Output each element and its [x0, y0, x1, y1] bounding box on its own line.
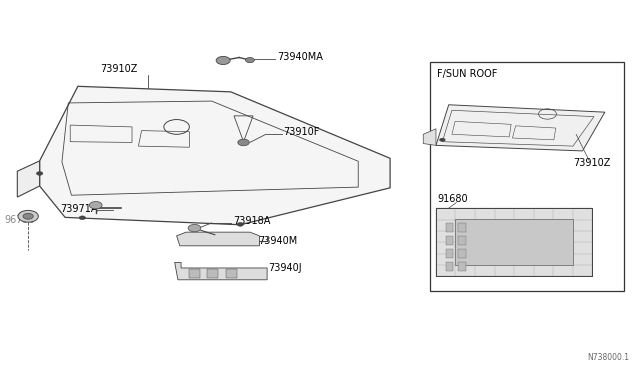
Circle shape — [36, 171, 43, 175]
Bar — [189, 269, 200, 278]
Text: 73940MA: 73940MA — [277, 52, 323, 62]
Text: F/SUN ROOF: F/SUN ROOF — [437, 69, 498, 79]
Bar — [436, 208, 592, 276]
Bar — [445, 249, 453, 258]
Bar — [429, 62, 624, 291]
Bar — [458, 236, 466, 245]
Bar — [458, 223, 466, 232]
Circle shape — [90, 202, 102, 209]
Bar — [458, 249, 466, 258]
Circle shape — [188, 224, 201, 232]
Text: 73918A: 73918A — [233, 216, 270, 226]
Circle shape — [79, 216, 86, 219]
Text: N738000.1: N738000.1 — [587, 353, 629, 362]
Bar — [445, 262, 453, 271]
Text: 73971A: 73971A — [60, 204, 97, 214]
Circle shape — [23, 213, 33, 219]
Polygon shape — [423, 129, 436, 145]
Text: 73910F: 73910F — [284, 128, 320, 137]
Bar — [445, 236, 453, 245]
Bar — [226, 269, 237, 278]
Bar — [445, 223, 453, 232]
Text: 73910Z: 73910Z — [100, 64, 138, 74]
Circle shape — [216, 57, 230, 64]
Text: 96750: 96750 — [4, 215, 35, 225]
Circle shape — [439, 138, 445, 142]
Text: 73910Z: 73910Z — [573, 158, 611, 168]
Text: 73940J: 73940J — [268, 263, 301, 273]
Bar — [207, 269, 218, 278]
Bar — [455, 219, 573, 265]
Text: 73940M: 73940M — [258, 236, 298, 246]
Text: 91680: 91680 — [437, 193, 468, 203]
Bar — [436, 208, 592, 276]
Bar — [458, 262, 466, 271]
Circle shape — [18, 211, 38, 222]
Circle shape — [237, 222, 244, 226]
Circle shape — [238, 139, 249, 146]
Polygon shape — [436, 105, 605, 151]
Polygon shape — [17, 161, 40, 197]
Polygon shape — [177, 232, 259, 246]
Circle shape — [246, 58, 254, 62]
Polygon shape — [175, 262, 267, 280]
Polygon shape — [40, 86, 390, 225]
